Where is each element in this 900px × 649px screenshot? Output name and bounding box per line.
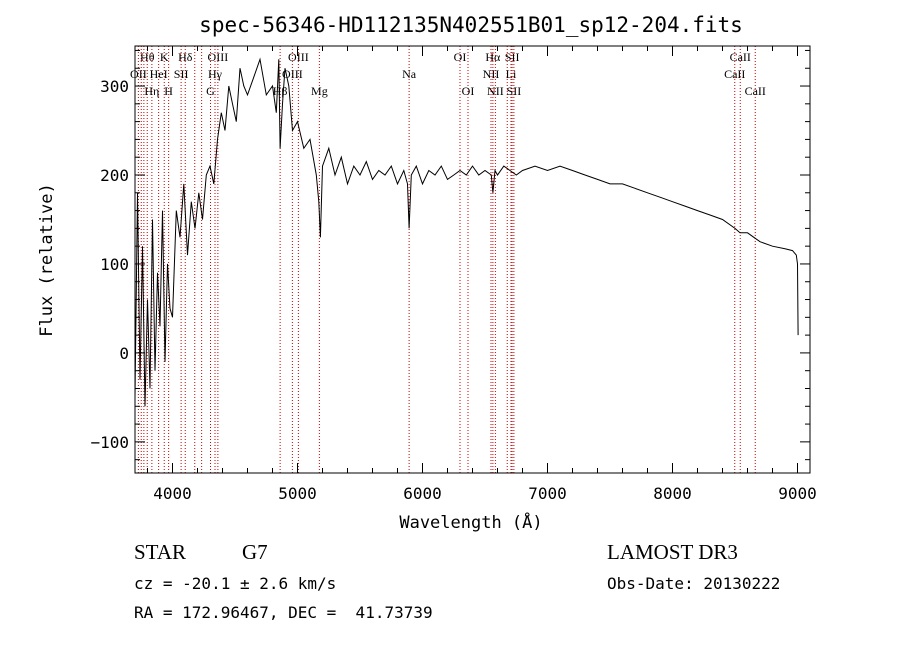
x-tick-label: 5000 (278, 484, 317, 503)
line-label: HeI (150, 67, 168, 81)
line-label: Hγ (208, 67, 223, 81)
x-tick-label: 7000 (528, 484, 567, 503)
y-tick-label: −100 (90, 433, 129, 452)
object-subclass: G7 (242, 540, 268, 564)
chart-title: spec-56346-HD112135N402551B01_sp12-204.f… (199, 13, 743, 37)
x-tick-label: 8000 (653, 484, 692, 503)
redshift-velocity: cz = -20.1 ± 2.6 km/s (134, 574, 337, 593)
line-label: OIII (208, 50, 229, 64)
line-label: CaII (730, 50, 751, 64)
line-label: Mg (311, 84, 328, 98)
line-label: Hη (144, 84, 159, 98)
line-label: CaII (745, 84, 766, 98)
x-tick-label: 6000 (403, 484, 442, 503)
survey-name: LAMOST DR3 (607, 540, 738, 564)
line-label: OI (454, 50, 467, 64)
x-tick-label: 4000 (153, 484, 192, 503)
y-tick-label: 200 (100, 166, 129, 185)
line-label: CaII (724, 67, 745, 81)
line-label: OIII (288, 50, 309, 64)
x-axis-label: Wavelength (Å) (399, 511, 542, 533)
coordinates: RA = 172.96467, DEC = 41.73739 (134, 603, 433, 622)
y-tick-label: 300 (100, 77, 129, 96)
line-label: Hβ (273, 84, 288, 98)
spectrum-line (134, 57, 799, 407)
line-label: Hδ (178, 50, 193, 64)
axis-ticks: 4000 5000 6000 7000 8000 9000 −100 0 100 200 300 (90, 46, 817, 503)
plot-frame (134, 45, 811, 474)
x-tick-label: 9000 (778, 484, 817, 503)
line-label: NII (483, 67, 500, 81)
line-label: Hα (485, 50, 501, 64)
line-label: SII (174, 67, 189, 81)
line-label: OII (130, 67, 147, 81)
line-label: Na (402, 67, 417, 81)
line-label: G (206, 84, 215, 98)
object-class: STAR (134, 540, 186, 564)
emission-line-markers (137, 46, 756, 473)
y-axis-label: Flux (relative) (37, 183, 57, 337)
line-label: K (160, 50, 169, 64)
y-tick-label: 100 (100, 255, 129, 274)
y-tick-label: 0 (119, 344, 129, 363)
line-label: SII (507, 84, 522, 98)
line-label: H (164, 84, 173, 98)
observation-date: Obs-Date: 20130222 (607, 574, 781, 593)
line-label: Li (506, 67, 517, 81)
line-label: Hθ (140, 50, 155, 64)
line-label: NII (487, 84, 504, 98)
line-label: SII (505, 50, 520, 64)
line-label: OI (462, 84, 475, 98)
